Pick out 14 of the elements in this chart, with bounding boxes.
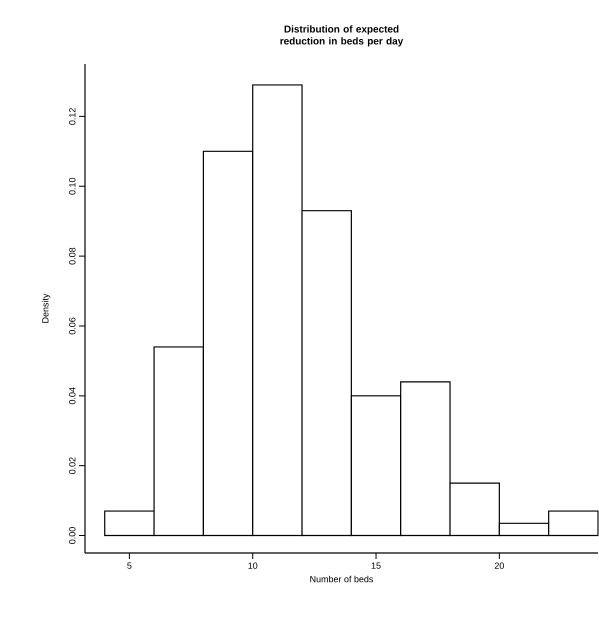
y-tick-label: 0.08 [69,248,76,264]
x-tick-label: 20 [495,562,504,569]
chart-title: Distribution of expected reduction in beds per day [280,25,404,46]
y-tick-label: 0.02 [69,457,76,474]
y-tick-label: 0.10 [69,178,76,195]
x-tick-label: 10 [248,562,258,569]
y-tick-label: 0.12 [69,108,76,125]
x-axis-title: Number of beds [310,576,374,582]
y-tick-label: 0.06 [69,318,76,334]
y-tick-label: 0.04 [69,387,76,404]
x-tick-label: 5 [127,562,132,569]
x-tick-label: 15 [372,562,381,569]
y-axis-title: Density [42,294,50,323]
y-tick-label: 0.00 [69,527,76,544]
